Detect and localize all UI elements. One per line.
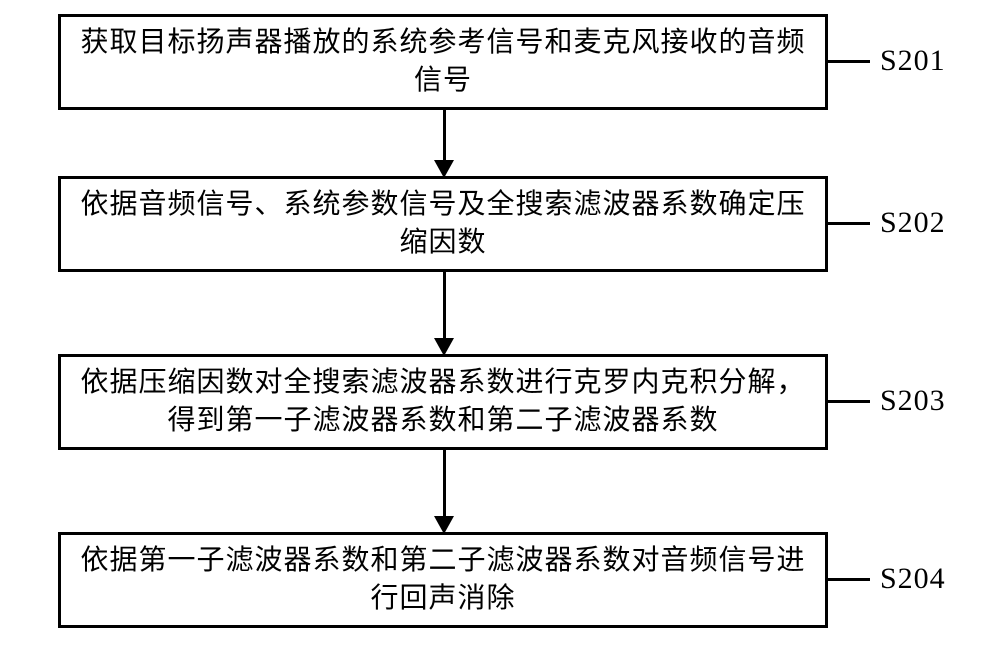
step-label-s204: S204: [880, 562, 946, 596]
step-box-s202: 依据音频信号、系统参数信号及全搜索滤波器系数确定压缩因数: [58, 176, 828, 272]
step-box-s204: 依据第一子滤波器系数和第二子滤波器系数对音频信号进行回声消除: [58, 532, 828, 628]
step-label-s201: S201: [880, 44, 946, 78]
label-tie-s204: [828, 578, 870, 581]
connector-s201-s202: [443, 110, 446, 160]
step-text-s203: 依据压缩因数对全搜索滤波器系数进行克罗内克积分解，得到第一子滤波器系数和第二子滤…: [79, 364, 807, 440]
step-box-s201: 获取目标扬声器播放的系统参考信号和麦克风接收的音频信号: [58, 14, 828, 110]
label-tie-s203: [828, 400, 870, 403]
step-box-s203: 依据压缩因数对全搜索滤波器系数进行克罗内克积分解，得到第一子滤波器系数和第二子滤…: [58, 354, 828, 450]
label-tie-s201: [828, 60, 870, 63]
step-text-s204: 依据第一子滤波器系数和第二子滤波器系数对音频信号进行回声消除: [79, 542, 807, 618]
step-label-s202: S202: [880, 206, 946, 240]
label-tie-s202: [828, 222, 870, 225]
step-text-s201: 获取目标扬声器播放的系统参考信号和麦克风接收的音频信号: [79, 24, 807, 100]
step-label-s203: S203: [880, 384, 946, 418]
connector-s202-s203: [443, 272, 446, 338]
connector-s203-s204: [443, 450, 446, 516]
step-text-s202: 依据音频信号、系统参数信号及全搜索滤波器系数确定压缩因数: [79, 186, 807, 262]
flowchart-canvas: 获取目标扬声器播放的系统参考信号和麦克风接收的音频信号 S201 依据音频信号、…: [0, 0, 1000, 649]
